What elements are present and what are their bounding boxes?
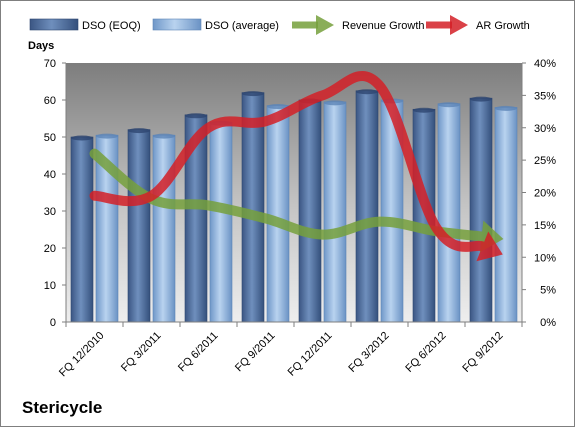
- y-tick-label: 60: [44, 95, 56, 107]
- legend-swatch: [152, 18, 202, 31]
- bar-body: [494, 107, 518, 323]
- y-tick-label: 70: [44, 58, 56, 70]
- legend-item: AR Growth: [426, 15, 530, 35]
- y2-tick-label: 25%: [534, 155, 556, 167]
- bar-dso-average: [323, 100, 347, 323]
- x-tick-label: FQ 3/2012: [346, 330, 391, 375]
- bar-dso-eoq: [469, 96, 493, 323]
- bar-dso-eoq: [127, 128, 151, 323]
- bar-dso-average: [152, 133, 176, 323]
- series-arrowhead: [476, 231, 503, 262]
- bar-cap: [267, 104, 289, 110]
- bar-body: [70, 136, 94, 323]
- bar-cap: [324, 100, 346, 106]
- legend-label: Revenue Growth: [342, 20, 425, 32]
- bar-dso-average: [95, 133, 119, 323]
- bar-cap: [71, 135, 93, 141]
- y-tick-label: 10: [44, 280, 56, 292]
- bar-body: [209, 121, 233, 323]
- series-line: [89, 71, 488, 252]
- y2-tick-label: 35%: [534, 90, 556, 102]
- bar-body: [127, 129, 151, 323]
- legend-swatch-arrow: [450, 15, 468, 35]
- y2-tick-label: 10%: [534, 252, 556, 264]
- legend-label: DSO (average): [205, 20, 279, 32]
- x-tick-label: FQ 6/2012: [403, 330, 448, 375]
- y-tick-label: 40: [44, 169, 56, 181]
- bar-cap: [470, 96, 492, 102]
- bar-dso-average: [494, 105, 518, 323]
- bar-body: [266, 105, 290, 323]
- y2-tick-label: 0%: [540, 317, 556, 329]
- bar-cap: [128, 128, 150, 134]
- bar-dso-average: [266, 104, 290, 323]
- legend-item: DSO (average): [152, 18, 279, 32]
- y-tick-label: 50: [44, 132, 56, 144]
- x-tick-label: FQ 9/2012: [460, 330, 505, 375]
- bar-dso-average: [437, 102, 461, 323]
- y-tick-label: 0: [50, 317, 56, 329]
- bar-cap: [185, 113, 207, 119]
- bar-body: [152, 134, 176, 323]
- legend-swatch: [29, 18, 79, 31]
- bar-body: [298, 99, 322, 323]
- legend-label: AR Growth: [476, 20, 530, 32]
- y-tick-label: 20: [44, 243, 56, 255]
- company-name: Stericycle: [22, 398, 103, 417]
- x-tick-label: FQ 9/2011: [233, 330, 278, 375]
- legend-item: DSO (EOQ): [29, 18, 141, 32]
- bar-dso-eoq: [70, 135, 94, 323]
- y2-tick-label: 20%: [534, 188, 556, 200]
- y2-tick-label: 40%: [534, 58, 556, 70]
- x-tick-label: FQ 3/2011: [119, 330, 164, 375]
- bar-body: [469, 97, 493, 323]
- x-tick-label: FQ 12/2010: [57, 330, 107, 380]
- y-tick-label: 30: [44, 206, 56, 218]
- bar-cap: [356, 89, 378, 95]
- bar-cap: [153, 133, 175, 139]
- ar-growthseries: [89, 71, 503, 262]
- bar-cap: [495, 105, 517, 111]
- bar-cap: [413, 107, 435, 113]
- x-tick-label: FQ 6/2011: [176, 330, 221, 375]
- y2-tick-label: 30%: [534, 123, 556, 135]
- y2-tick-label: 5%: [540, 285, 556, 297]
- bar-dso-eoq: [412, 107, 436, 323]
- bar-body: [437, 103, 461, 323]
- bar-body: [355, 90, 379, 323]
- legend-item: Revenue Growth: [292, 15, 425, 35]
- bar-cap: [96, 133, 118, 139]
- bar-dso-eoq: [355, 89, 379, 323]
- x-tick-label: FQ 12/2011: [286, 330, 335, 379]
- bar-dso-eoq: [298, 98, 322, 323]
- y2-tick-label: 15%: [534, 220, 556, 232]
- bar-cap: [438, 102, 460, 108]
- bar-dso-average: [209, 120, 233, 323]
- bar-body: [323, 101, 347, 323]
- legend-label: DSO (EOQ): [82, 20, 141, 32]
- bar-cap: [242, 91, 264, 97]
- legend-swatch-arrow: [316, 15, 334, 35]
- y-axis-title: Days: [28, 40, 54, 52]
